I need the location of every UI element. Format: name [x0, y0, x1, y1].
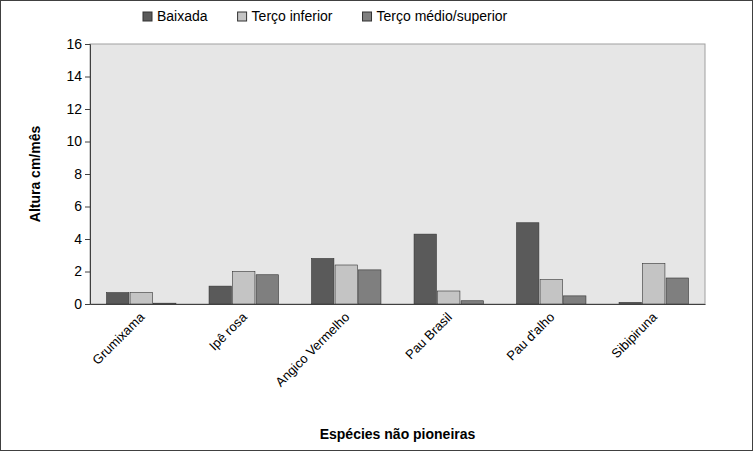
bars — [107, 223, 689, 304]
y-axis-line — [85, 45, 91, 305]
bar — [438, 291, 460, 304]
legend-item: Terço inferior — [238, 8, 333, 24]
y-axis-title: Altura cm/mês — [27, 126, 43, 223]
bar — [312, 259, 334, 305]
x-tick: Angico Vermelho — [272, 304, 352, 390]
bar — [540, 280, 562, 304]
y-tick-label: 0 — [74, 296, 82, 312]
bar — [461, 301, 483, 304]
y-tick-mark — [85, 142, 90, 143]
bar — [256, 275, 278, 304]
bar — [154, 303, 176, 304]
x-tick: Pau Brasil — [402, 304, 455, 362]
series — [154, 270, 689, 304]
bar — [517, 223, 539, 304]
plot: 0 2 4 6 8 10 12 14 16 Grumixama Ipê rosa Angico Ver… — [66, 36, 705, 390]
y-tick: 0 — [74, 296, 90, 312]
bar — [359, 270, 381, 304]
bar — [107, 293, 129, 304]
legend-item: Baixada — [143, 8, 208, 24]
series — [130, 263, 665, 304]
y-tick-label: 16 — [66, 36, 82, 52]
y-tick-mark — [85, 44, 90, 45]
plot-background — [90, 44, 705, 304]
y-tick-mark — [85, 109, 90, 110]
series — [107, 223, 642, 304]
legend-label: Terço médio/superior — [377, 8, 508, 24]
x-axis: Grumixama Ipê rosa Angico Vermelho Pau Bras… — [89, 304, 705, 390]
y-tick-label: 14 — [66, 68, 82, 84]
x-tick-label: Pau d'alho — [504, 310, 558, 364]
y-tick-label: 4 — [74, 231, 82, 247]
legend-swatch — [238, 12, 247, 21]
x-tick: Pau d'alho — [504, 304, 558, 363]
y-tick-label: 6 — [74, 198, 82, 214]
bar — [209, 286, 231, 304]
x-tick: Sibipiruna — [608, 304, 660, 361]
y-tick-label: 2 — [74, 263, 82, 279]
x-tick: Grumixama — [89, 304, 148, 368]
y-tick-mark — [85, 239, 90, 240]
y-tick: 2 — [74, 263, 90, 279]
x-tick-label: Sibipiruna — [608, 309, 660, 361]
legend-label: Baixada — [157, 8, 208, 24]
bar — [130, 293, 152, 304]
bar — [233, 272, 255, 305]
y-tick-mark — [85, 77, 90, 78]
y-tick: 14 — [66, 68, 90, 84]
y-tick: 6 — [74, 198, 90, 214]
legend-swatch — [363, 12, 372, 21]
legend-swatch — [143, 12, 152, 21]
y-tick-label: 10 — [66, 133, 82, 149]
x-tick-label: Pau Brasil — [402, 309, 455, 362]
y-tick: 8 — [74, 166, 90, 182]
legend-item: Terço médio/superior — [363, 8, 508, 24]
x-tick: Ipê rosa — [206, 304, 250, 353]
bar — [564, 296, 586, 304]
y-tick-label: 8 — [74, 166, 82, 182]
bar — [414, 234, 436, 304]
bar — [619, 302, 641, 304]
y-axis: 0 2 4 6 8 10 12 14 16 — [66, 36, 90, 312]
y-tick-mark — [85, 207, 90, 208]
legend: Baixada Terço inferior Terço médio/superio… — [143, 8, 508, 24]
y-tick: 12 — [66, 101, 90, 117]
bar — [666, 278, 688, 304]
y-tick: 4 — [74, 231, 90, 247]
x-tick-label: Ipê rosa — [206, 309, 250, 353]
bar — [643, 263, 665, 304]
y-tick-mark — [85, 304, 90, 305]
y-tick-mark — [85, 272, 90, 273]
y-tick-label: 12 — [66, 101, 82, 117]
x-tick-label: Grumixama — [89, 309, 148, 368]
chart-border — [1, 1, 753, 451]
y-tick: 10 — [66, 133, 90, 149]
x-axis-title: Espécies não pioneiras — [320, 426, 476, 442]
legend-label: Terço inferior — [252, 8, 333, 24]
chart: 0 2 4 6 8 10 12 14 16 Grumixama Ipê rosa Angico Ver… — [0, 0, 753, 451]
x-tick-label: Angico Vermelho — [272, 310, 352, 390]
y-tick: 16 — [66, 36, 90, 52]
y-tick-mark — [85, 174, 90, 175]
bar — [335, 265, 357, 304]
x-axis-line — [91, 304, 706, 305]
